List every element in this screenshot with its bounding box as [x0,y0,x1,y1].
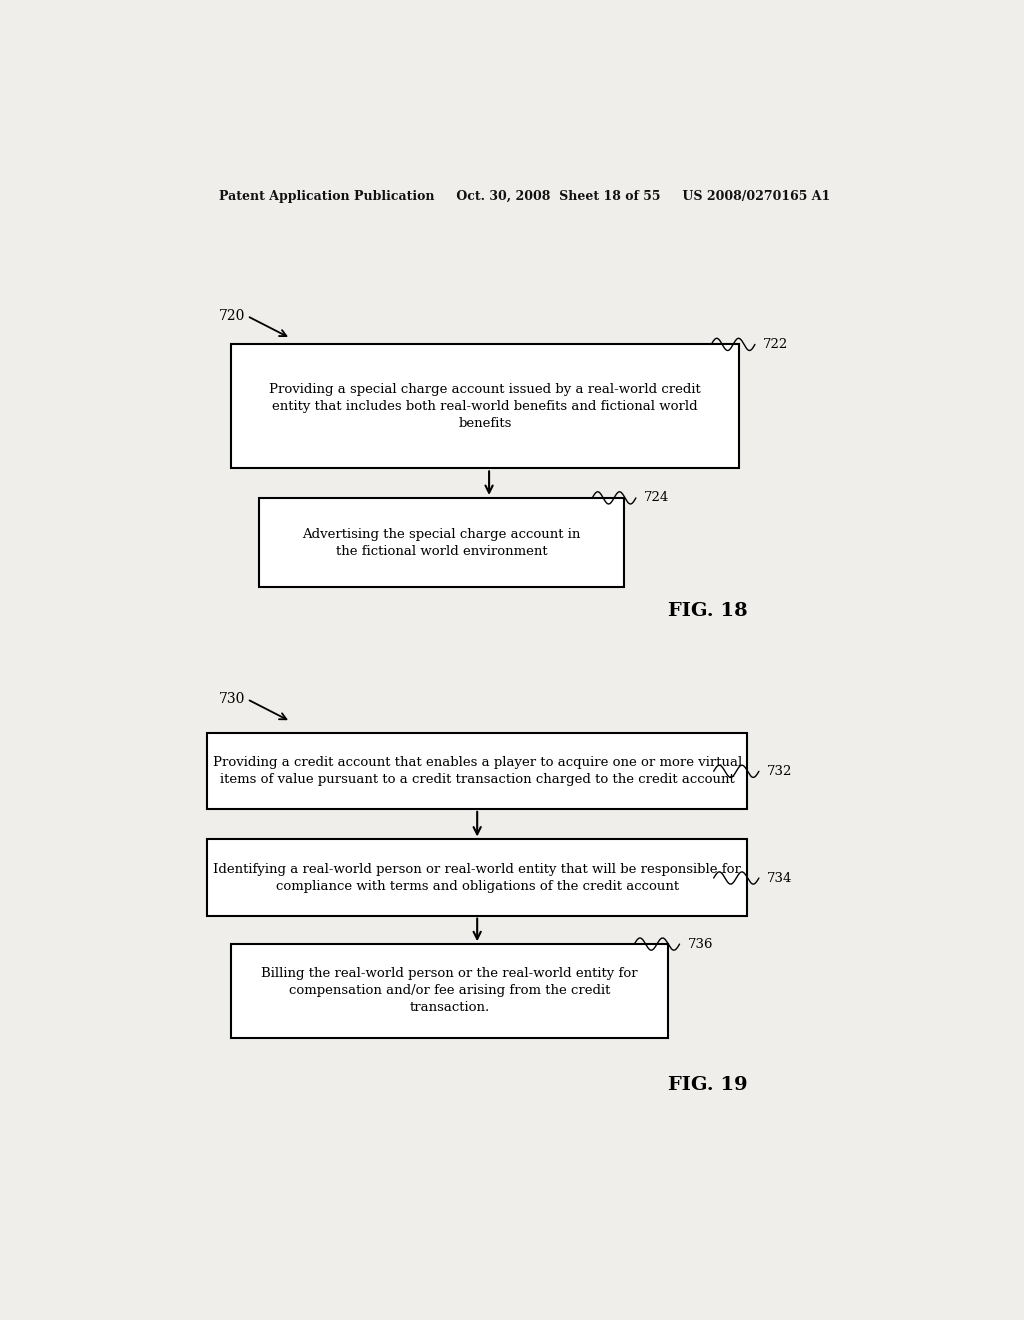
Text: 734: 734 [767,871,793,884]
Text: 732: 732 [767,764,793,777]
Text: FIG. 19: FIG. 19 [668,1076,748,1094]
Bar [259,498,624,587]
Text: 722: 722 [763,338,788,351]
Text: Patent Application Publication     Oct. 30, 2008  Sheet 18 of 55     US 2008/027: Patent Application Publication Oct. 30, … [219,190,830,202]
Bar [207,733,748,809]
Text: Providing a credit account that enables a player to acquire one or more virtual
: Providing a credit account that enables … [213,756,741,785]
Bar [231,944,668,1038]
Text: 730: 730 [219,692,246,706]
Bar [207,840,748,916]
Text: Billing the real-world person or the real-world entity for
compensation and/or f: Billing the real-world person or the rea… [261,968,638,1014]
Text: FIG. 18: FIG. 18 [668,602,748,619]
Text: 736: 736 [687,937,713,950]
Text: Advertising the special charge account in
the fictional world environment: Advertising the special charge account i… [302,528,581,557]
Bar [231,345,739,469]
Text: 724: 724 [644,491,669,504]
Text: Providing a special charge account issued by a real-world credit
entity that inc: Providing a special charge account issue… [269,383,701,430]
Text: 720: 720 [219,309,246,323]
Text: Identifying a real-world person or real-world entity that will be responsible fo: Identifying a real-world person or real-… [213,862,741,892]
